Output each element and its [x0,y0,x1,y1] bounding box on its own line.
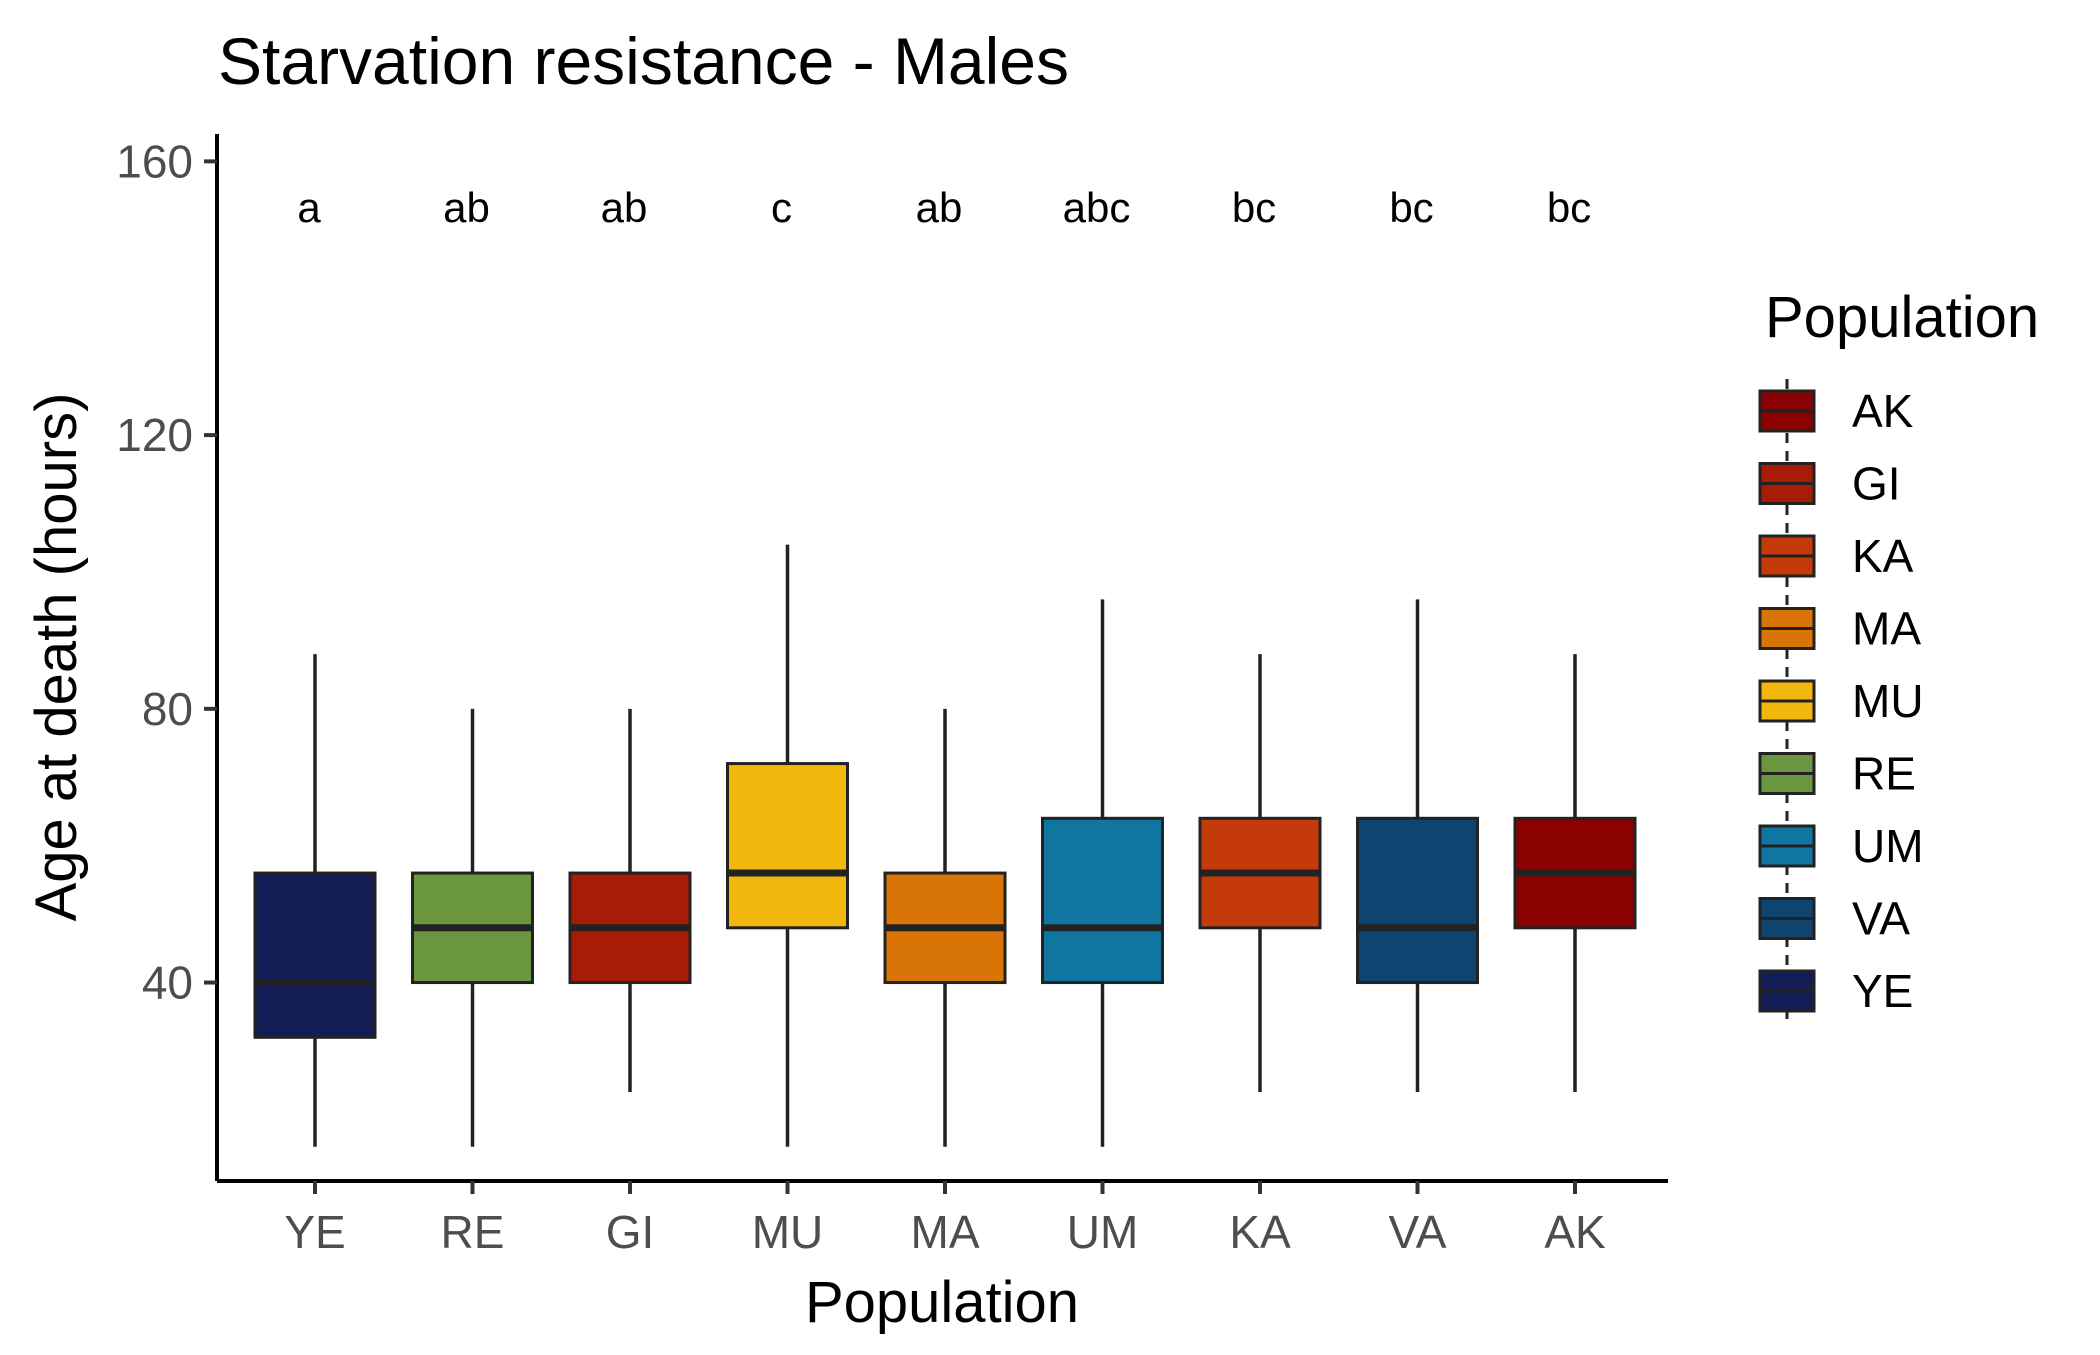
x-tick-label: MU [752,1206,824,1258]
y-axis-ticks: 40 80 120 160 [116,135,217,1009]
box-va: bc [1356,184,1479,1093]
box-iqr [1041,816,1164,985]
box-iqr [253,871,377,1039]
box-um: abc [1041,184,1164,1147]
x-tick-label: UM [1067,1206,1139,1258]
x-tick-label: RE [441,1206,505,1258]
y-tick-label: 160 [116,135,193,187]
legend-label: GI [1852,458,1901,510]
box-ye: a [253,184,377,1147]
legend: AK GI KA MA MU RE UM VA YE [1758,379,1924,1023]
box-re: ab [411,184,534,1147]
chart-title: Starvation resistance - Males [218,24,1069,98]
legend-label: MU [1852,675,1924,727]
x-axis-ticks: YE RE GI MU MA UM KA VA AK [284,1181,1606,1258]
significance-label: ab [916,184,963,231]
x-tick-label: AK [1544,1206,1606,1258]
legend-label: MA [1852,603,1921,655]
x-tick-label: MA [911,1206,980,1258]
legend-title: Population [1765,285,2039,350]
legend-label: RE [1852,748,1916,800]
legend-item-ma: MA [1758,603,1921,655]
box-mu: c [726,184,849,1147]
legend-item-ak: AK [1758,385,1914,437]
box-ka: bc [1198,184,1322,1093]
box-iqr [726,762,849,930]
y-axis-title: Age at death (hours) [24,393,89,922]
significance-label: bc [1232,184,1276,231]
legend-item-um: UM [1758,820,1924,872]
box-iqr [1356,816,1479,985]
significance-label: abc [1063,184,1131,231]
significance-label: a [297,184,321,231]
legend-label: AK [1852,385,1914,437]
legend-item-gi: GI [1758,458,1901,510]
plot-area: a ab ab c ab abc bc bc bc [253,184,1637,1147]
y-tick-label: 120 [116,409,193,461]
significance-label: ab [443,184,490,231]
y-tick-label: 80 [142,683,193,735]
significance-label: c [771,184,792,231]
y-tick-label: 40 [142,957,193,1009]
box-ak: bc [1513,184,1637,1093]
x-tick-label: KA [1229,1206,1291,1258]
box-ma: ab [883,184,1007,1147]
significance-label: ab [601,184,648,231]
legend-label: UM [1852,820,1924,872]
legend-label: KA [1852,530,1914,582]
legend-item-va: VA [1758,893,1910,945]
x-axis-title: Population [805,1270,1079,1335]
box-gi: ab [568,184,692,1093]
x-tick-label: GI [606,1206,655,1258]
legend-item-re: RE [1758,748,1916,800]
legend-label: VA [1852,893,1910,945]
legend-label: YE [1852,965,1913,1017]
x-tick-label: VA [1389,1206,1447,1258]
legend-item-mu: MU [1758,675,1924,727]
x-tick-label: YE [284,1206,345,1258]
legend-item-ka: KA [1758,530,1914,582]
legend-item-ye: YE [1758,965,1913,1017]
significance-label: bc [1389,184,1433,231]
significance-label: bc [1547,184,1591,231]
